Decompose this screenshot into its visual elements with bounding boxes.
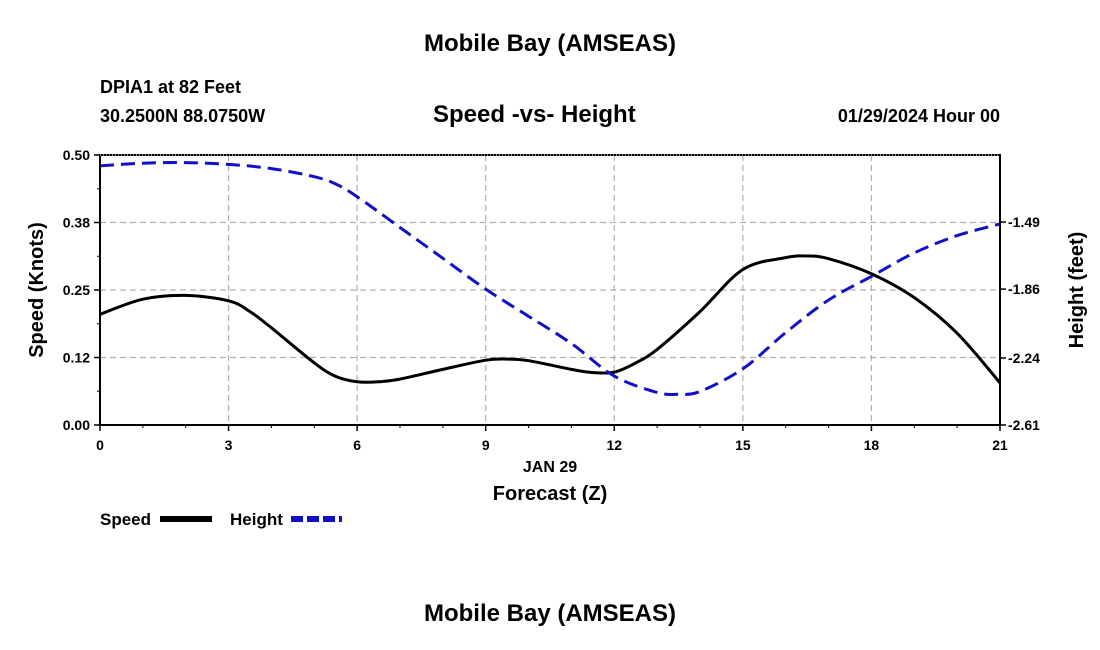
x-tick-label-0: 0 — [96, 437, 104, 453]
x-tick-label-6: 6 — [353, 437, 361, 453]
legend-speed-label: Speed — [100, 510, 151, 529]
legend: Speed Height — [100, 510, 342, 529]
station-label: DPIA1 at 82 Feet — [100, 77, 242, 97]
x-date-label: JAN 29 — [523, 459, 577, 476]
right-tick-label-1: -2.24 — [1008, 350, 1040, 366]
tick-layer: 0 3 6 9 12 15 18 21 0.00 0.12 0.25 0.38 0.50 -2.61 -2.… — [63, 147, 1040, 453]
x-axis-label: Forecast (Z) — [493, 483, 607, 505]
right-tick-label-0: -2.61 — [1008, 417, 1040, 433]
x-tick-label-21: 21 — [992, 437, 1008, 453]
series-layer — [99, 161, 1002, 396]
coordinates-label: 30.2500N 88.0750W — [100, 106, 266, 126]
left-axis-label: Speed (Knots) — [26, 222, 48, 358]
left-tick-label-4: 0.50 — [63, 147, 90, 163]
left-tick-label-0: 0.00 — [63, 417, 90, 433]
left-tick-label-3: 0.38 — [63, 215, 90, 231]
datetime-label: 01/29/2024 Hour 00 — [837, 106, 1000, 126]
grid-layer — [100, 155, 1000, 425]
legend-height-label: Height — [230, 510, 283, 529]
chart-title: Speed -vs- Height — [433, 101, 636, 128]
left-tick-label-1: 0.12 — [63, 350, 90, 366]
x-tick-label-3: 3 — [225, 437, 233, 453]
series-line-height — [99, 161, 1001, 396]
bottom-title: Mobile Bay (AMSEAS) — [423, 600, 677, 627]
x-tick-label-9: 9 — [482, 437, 490, 453]
x-tick-label-18: 18 — [864, 437, 880, 453]
x-tick-label-15: 15 — [735, 437, 751, 453]
right-axis-label: Height (feet) — [1066, 232, 1088, 349]
x-tick-label-12: 12 — [606, 437, 622, 453]
series-line-speed — [99, 254, 1002, 384]
left-tick-label-2: 0.25 — [63, 282, 90, 298]
top-title: Mobile Bay (AMSEAS) — [423, 30, 677, 57]
right-tick-label-3: -1.49 — [1008, 214, 1040, 230]
right-tick-label-2: -1.86 — [1008, 281, 1040, 297]
